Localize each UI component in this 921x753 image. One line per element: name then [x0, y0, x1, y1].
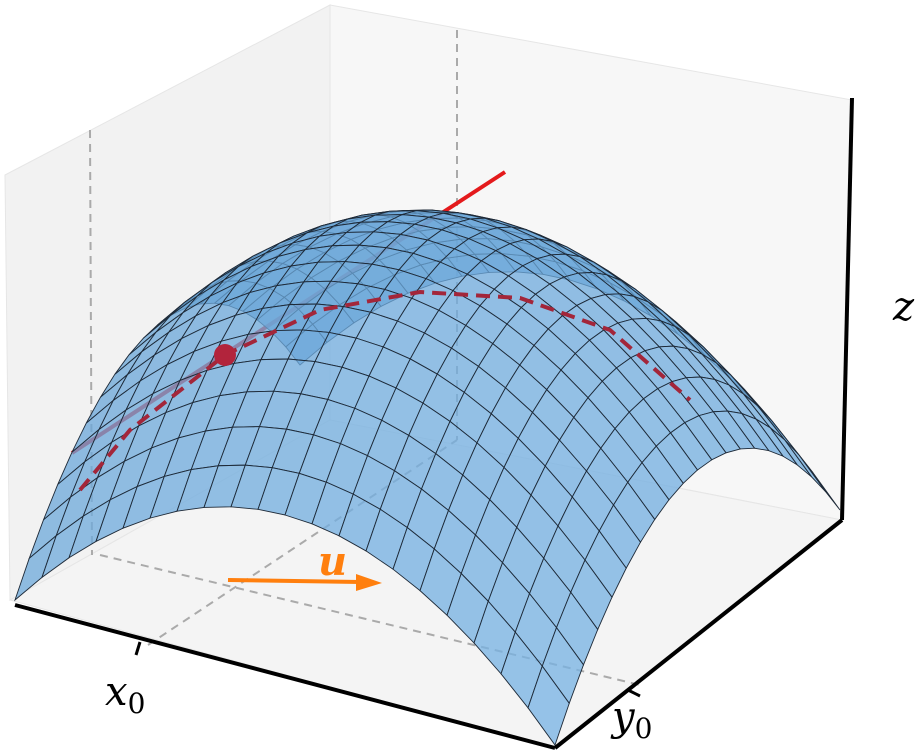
- x0-label: x0: [105, 669, 145, 720]
- surface: [14, 209, 841, 746]
- direction-label: u: [318, 538, 347, 585]
- point: [214, 344, 236, 366]
- z-label: z: [892, 284, 915, 330]
- z-axis: [840, 97, 854, 521]
- y-axis: [553, 518, 844, 750]
- symbol: y: [610, 694, 636, 740]
- subscript: 0: [635, 712, 653, 745]
- x-axis: [14, 603, 556, 750]
- axis-lines: [14, 97, 854, 750]
- surface-patch: [527, 665, 570, 746]
- symbol: x: [105, 669, 128, 715]
- tick: [134, 641, 142, 656]
- subscript: 0: [128, 687, 146, 720]
- arrow-head: [356, 574, 382, 591]
- section-curve: [78, 289, 692, 492]
- tick: [627, 688, 641, 698]
- direction-arrow: [227, 578, 361, 584]
- y0-label: y0: [610, 694, 652, 745]
